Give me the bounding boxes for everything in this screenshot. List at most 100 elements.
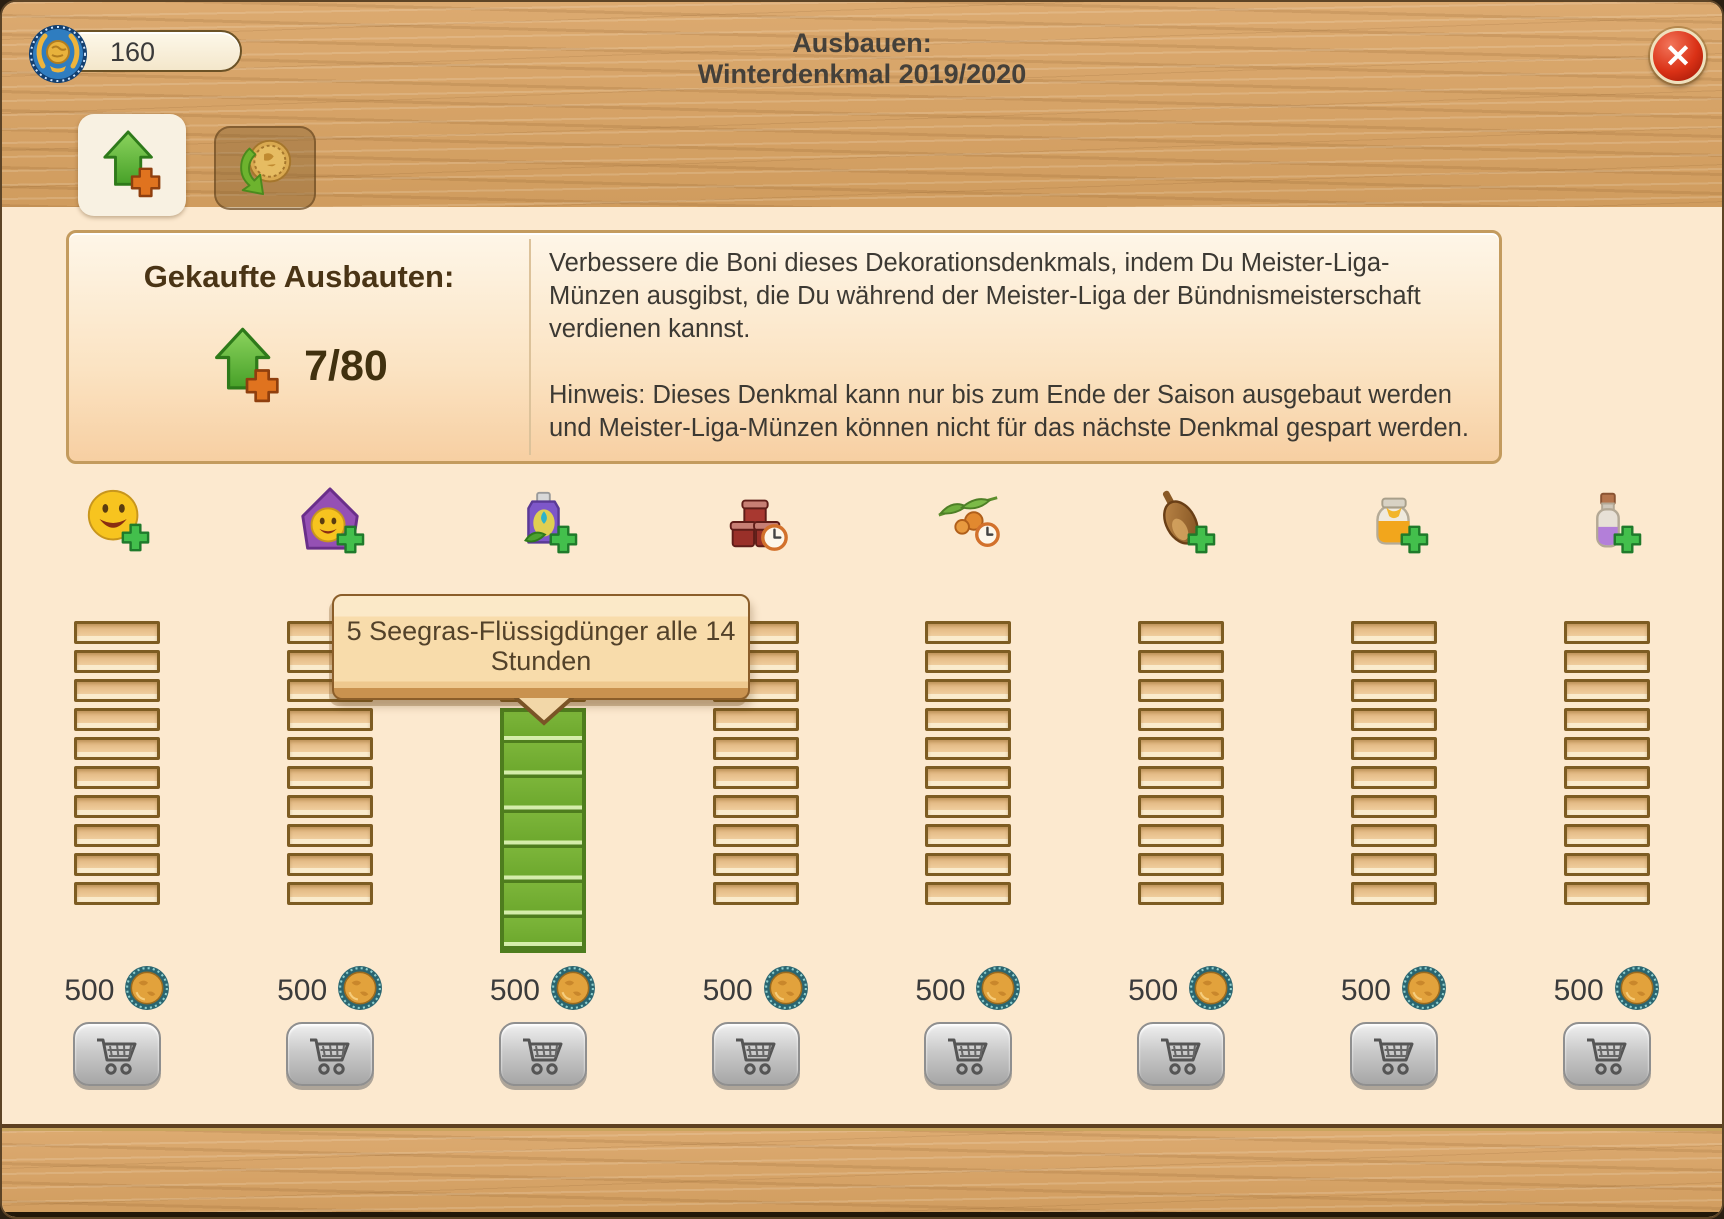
upgrade-segment-empty xyxy=(1350,737,1437,760)
upgrade-segment-empty xyxy=(1563,766,1650,789)
summary-section: Gekaufte Ausbauten: xyxy=(69,233,529,461)
upgrade-arrow-plus-icon xyxy=(99,128,165,203)
upgrade-bar[interactable] xyxy=(1350,621,1437,971)
upgrade-segment-empty xyxy=(1563,795,1650,818)
seaweed-fertilizer-plus-icon[interactable] xyxy=(437,485,650,559)
currency-counter: 160 xyxy=(26,22,246,84)
bonus-icons-row xyxy=(11,485,1713,559)
close-button[interactable]: ✕ xyxy=(1650,28,1706,84)
upgrade-segment-empty xyxy=(287,737,374,760)
honey-jar-plus-icon[interactable] xyxy=(1288,485,1501,559)
price-value: 500 xyxy=(915,973,966,1007)
upgrade-segment-empty xyxy=(1563,737,1650,760)
upgrade-segment-empty xyxy=(1563,708,1650,731)
upgrade-segment-filled xyxy=(499,918,586,953)
footer-divider xyxy=(2,1124,1722,1128)
footer-divider-highlight xyxy=(2,1128,1722,1131)
upgrade-bars-row xyxy=(11,621,1713,971)
upgrade-segment-empty xyxy=(1350,766,1437,789)
prices-row: 500 500 500 500 500 500 xyxy=(11,965,1713,1015)
shopping-cart-icon xyxy=(732,1038,780,1081)
upgrade-segment-empty xyxy=(1138,824,1225,847)
tab-umtausch[interactable] xyxy=(214,126,316,210)
upgrade-segment-empty xyxy=(712,737,799,760)
upgrade-segment-empty xyxy=(1138,679,1225,702)
price-value: 500 xyxy=(1128,973,1179,1007)
upgrade-segment-empty xyxy=(74,766,161,789)
upgrade-segment-empty xyxy=(1138,737,1225,760)
upgrade-segment-empty xyxy=(1350,650,1437,673)
upgrade-segment-empty xyxy=(74,679,161,702)
upgrade-segment-empty xyxy=(74,737,161,760)
upgrade-segment-empty xyxy=(925,737,1012,760)
price-value: 500 xyxy=(64,973,115,1007)
price-value: 500 xyxy=(277,973,328,1007)
master-league-coin-icon xyxy=(975,965,1021,1016)
window-title: Ausbauen: Winterdenkmal 2019/2020 xyxy=(2,28,1722,90)
upgrade-segment-empty xyxy=(1563,650,1650,673)
upgrade-segment-empty xyxy=(74,621,161,644)
honey-dipper-plus-icon[interactable] xyxy=(1075,485,1288,559)
upgrade-bar[interactable] xyxy=(1138,621,1225,971)
upgrade-segment-empty xyxy=(1138,882,1225,905)
upgrade-segment-empty xyxy=(925,708,1012,731)
price-cell: 500 xyxy=(1288,965,1501,1016)
price-value: 500 xyxy=(1340,973,1391,1007)
house-smiley-plus-icon[interactable] xyxy=(224,485,437,559)
upgrade-segment-empty xyxy=(1138,708,1225,731)
buy-button[interactable] xyxy=(1562,1022,1651,1086)
tab-ausbauten[interactable] xyxy=(78,114,186,216)
upgrade-segment-empty xyxy=(74,882,161,905)
tooltip-pointer-icon xyxy=(512,696,576,734)
upgrade-segment-empty xyxy=(925,766,1012,789)
upgrade-bar[interactable] xyxy=(712,621,799,971)
upgrade-segment-empty xyxy=(1563,824,1650,847)
upgrade-segment-empty xyxy=(74,853,161,876)
window-header: Ausbauen: Winterdenkmal 2019/2020 160 ✕ xyxy=(2,2,1722,207)
upgrade-segment-empty xyxy=(74,795,161,818)
buy-button[interactable] xyxy=(711,1022,800,1086)
currency-amount: 160 xyxy=(60,30,242,72)
upgrade-segment-empty xyxy=(925,621,1012,644)
upgrade-segment-empty xyxy=(925,650,1012,673)
buy-button[interactable] xyxy=(73,1022,162,1086)
upgrade-arrow-plus-icon xyxy=(210,325,284,408)
upgrade-segment-filled xyxy=(499,848,586,883)
upgrade-segment-empty xyxy=(712,824,799,847)
buy-button[interactable] xyxy=(286,1022,375,1086)
upgrade-segment-empty xyxy=(1350,882,1437,905)
upgrade-segment-empty xyxy=(287,708,374,731)
upgrade-segment-empty xyxy=(925,853,1012,876)
master-league-coin-icon xyxy=(1401,965,1447,1016)
footer-wood-bar xyxy=(2,1131,1722,1217)
master-league-coin-icon xyxy=(1188,965,1234,1016)
shopping-cart-icon xyxy=(1583,1038,1631,1081)
upgrade-segment-empty xyxy=(925,795,1012,818)
window-title-line1: Ausbauen: xyxy=(792,28,932,58)
bonus-tooltip: 5 Seegras-Flüssigdünger alle 14 Stunden xyxy=(332,594,750,726)
preserve-jars-clock-icon[interactable] xyxy=(649,485,862,559)
upgrade-segment-empty xyxy=(287,853,374,876)
upgrade-segment-empty xyxy=(1563,679,1650,702)
buy-button[interactable] xyxy=(924,1022,1013,1086)
buy-button[interactable] xyxy=(1349,1022,1438,1086)
shopping-cart-icon xyxy=(1370,1038,1418,1081)
content-area: Gekaufte Ausbauten: xyxy=(2,207,1722,1124)
upgrade-bar[interactable] xyxy=(925,621,1012,971)
upgrade-segment-empty xyxy=(74,650,161,673)
upgrade-segment-empty xyxy=(712,708,799,731)
upgrade-bar[interactable] xyxy=(74,621,161,971)
olive-branch-clock-icon[interactable] xyxy=(862,485,1075,559)
upgrade-segment-empty xyxy=(1138,766,1225,789)
buy-button[interactable] xyxy=(1137,1022,1226,1086)
upgrade-segment-empty xyxy=(1138,650,1225,673)
upgrade-segment-empty xyxy=(74,708,161,731)
shopping-cart-icon xyxy=(944,1038,992,1081)
buy-button[interactable] xyxy=(498,1022,587,1086)
price-value: 500 xyxy=(489,973,540,1007)
potion-vial-plus-icon[interactable] xyxy=(1500,485,1713,559)
upgrade-segment-empty xyxy=(287,795,374,818)
upgrade-bar[interactable] xyxy=(1563,621,1650,971)
smiley-plus-icon[interactable] xyxy=(11,485,224,559)
upgrade-segment-empty xyxy=(712,795,799,818)
